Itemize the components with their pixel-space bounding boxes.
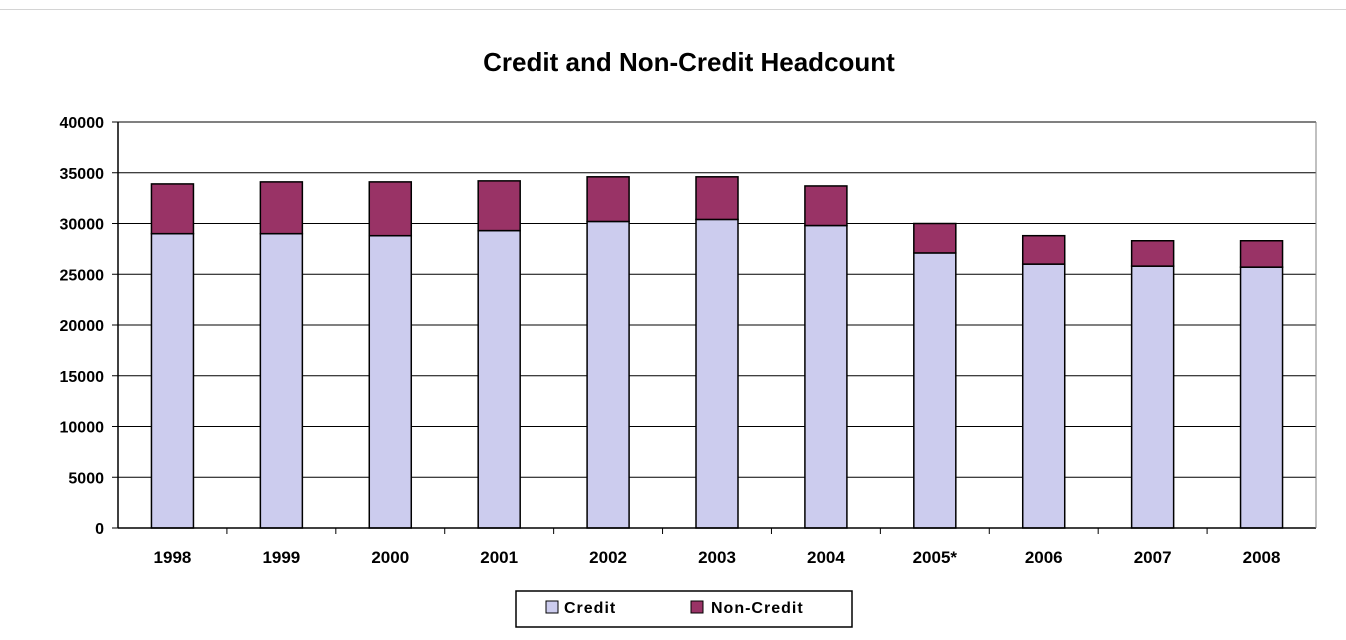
bar-credit-2001 <box>477 229 521 529</box>
bar-non-credit-2005 <box>913 222 957 254</box>
bar-non-credit-2002 <box>586 176 630 223</box>
x-tick-label: 2000 <box>371 548 409 567</box>
x-tick-label: 2001 <box>480 548 518 567</box>
y-tick-label: 40000 <box>60 115 105 132</box>
x-tick-label: 2005* <box>913 548 958 567</box>
bar-credit-2004 <box>804 224 848 529</box>
legend-label-non-credit: Non-Credit <box>711 600 804 617</box>
bar-credit-2003 <box>695 218 739 529</box>
y-axis-ticks: 0 5000 10000 15000 20000 25000 30000 35000 40000 <box>60 115 118 538</box>
y-tick-label: 35000 <box>60 166 105 183</box>
x-tick-label: 2007 <box>1134 548 1172 567</box>
bar-non-credit-2000 <box>368 181 413 237</box>
bar-non-credit-2006 <box>1021 234 1066 265</box>
bar-credit-2005 <box>913 252 957 529</box>
y-tick-label: 25000 <box>60 267 105 284</box>
top-divider <box>0 9 1346 10</box>
y-tick-label: 15000 <box>60 369 105 386</box>
bar-non-credit-2008 <box>1239 240 1284 268</box>
x-axis-ticks: 1998 1999 2000 2001 2002 2003 2004 2005* 2006 200… <box>154 528 1281 567</box>
legend-box <box>515 590 853 628</box>
x-tick-label: 2002 <box>589 548 627 567</box>
bar-credit-2006 <box>1021 263 1066 529</box>
y-tick-label: 10000 <box>60 420 105 437</box>
bar-credit-2000 <box>368 234 413 529</box>
legend-swatch-credit <box>545 600 559 614</box>
legend-swatch-non-credit <box>690 600 704 614</box>
legend-label-credit: Credit <box>564 600 616 617</box>
bar-non-credit-2001 <box>477 180 521 232</box>
x-tick-label: 2006 <box>1025 548 1063 567</box>
bar-credit-2007 <box>1130 265 1175 529</box>
x-tick-label: 1998 <box>154 548 192 567</box>
x-tick-label: 1999 <box>262 548 300 567</box>
x-tick-label: 2004 <box>807 548 845 567</box>
bar-credit-2008 <box>1239 266 1284 529</box>
bar-credit-1998 <box>150 232 195 529</box>
legend: Credit Non-Credit <box>515 590 853 628</box>
bar-non-credit-1999 <box>259 181 304 235</box>
bars <box>150 176 1284 529</box>
bar-non-credit-2003 <box>695 176 739 221</box>
bar-non-credit-2004 <box>804 185 848 227</box>
bar-non-credit-1998 <box>150 183 195 235</box>
gridlines <box>118 121 1316 478</box>
bar-non-credit-2007 <box>1130 240 1175 267</box>
y-tick-label: 30000 <box>60 217 105 234</box>
y-tick-label: 0 <box>95 521 104 538</box>
y-tick-label: 5000 <box>68 470 104 487</box>
bar-credit-1999 <box>259 232 304 529</box>
y-tick-label: 20000 <box>60 318 105 335</box>
x-tick-label: 2008 <box>1243 548 1281 567</box>
x-tick-label: 2003 <box>698 548 736 567</box>
bar-credit-2002 <box>586 220 630 529</box>
chart-title: Credit and Non-Credit Headcount <box>483 47 895 77</box>
